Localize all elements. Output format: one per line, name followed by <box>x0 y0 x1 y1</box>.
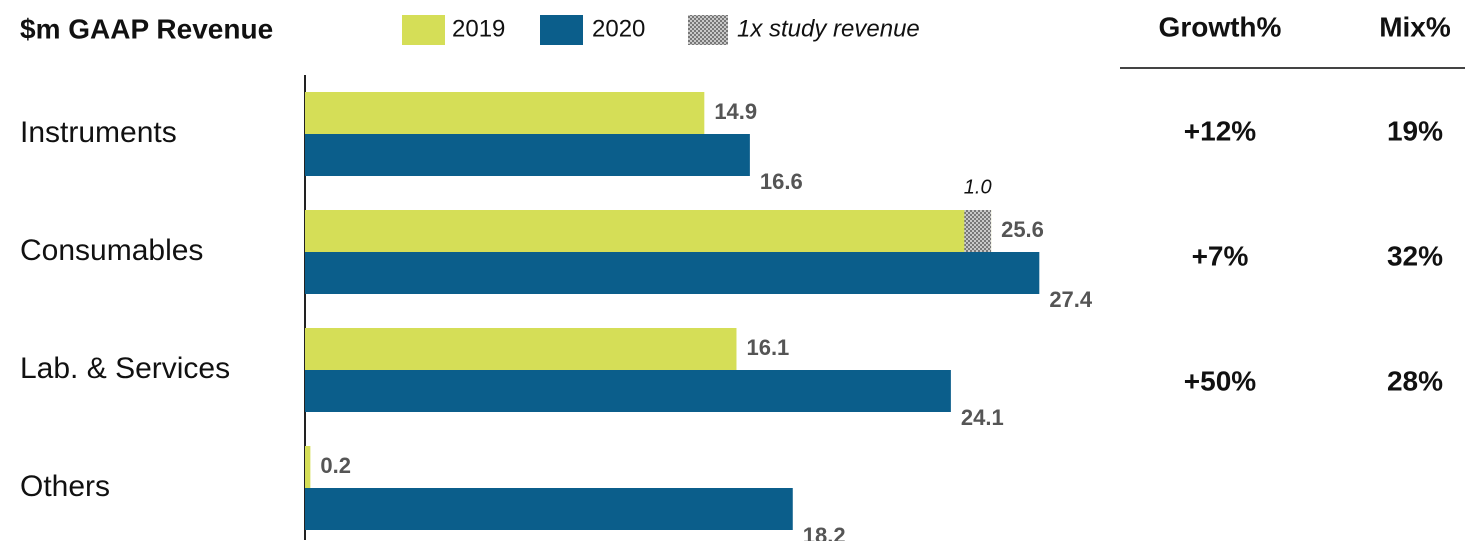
value-label: 14.9 <box>714 99 757 124</box>
bar <box>305 252 1040 294</box>
bar <box>305 446 311 488</box>
legend-label: 2020 <box>592 15 645 42</box>
value-label: 16.1 <box>746 335 789 360</box>
bar-segment <box>964 210 992 252</box>
bar <box>305 134 750 176</box>
value-label: 18.2 <box>803 523 846 541</box>
table-header: Mix% <box>1379 11 1451 42</box>
chart-title: $m GAAP Revenue <box>20 13 273 44</box>
category-label: Consumables <box>20 234 203 267</box>
bar <box>305 210 992 252</box>
bar <box>305 488 793 530</box>
value-label: 25.6 <box>1001 217 1044 242</box>
legend-swatch <box>402 15 445 45</box>
value-label: 27.4 <box>1049 287 1093 312</box>
table-cell: 19% <box>1387 115 1443 146</box>
table-cell: 32% <box>1387 240 1443 271</box>
legend-label: 1x study revenue <box>737 15 920 42</box>
legend-swatch <box>688 15 728 45</box>
table-header: Growth% <box>1159 11 1282 42</box>
category-label: Others <box>20 470 110 503</box>
value-label: 1.0 <box>964 176 992 198</box>
table-cell: +12% <box>1184 115 1256 146</box>
category-label: Instruments <box>20 116 177 149</box>
legend-swatch <box>540 15 583 45</box>
legend-label: 2019 <box>452 15 505 42</box>
table-cell: +50% <box>1184 365 1256 396</box>
table-cell: +7% <box>1192 240 1249 271</box>
value-label: 24.1 <box>961 405 1004 430</box>
value-label: 16.6 <box>760 169 803 194</box>
category-label: Lab. & Services <box>20 352 230 385</box>
bar <box>305 92 705 134</box>
bar <box>305 328 737 370</box>
bar <box>305 370 951 412</box>
value-label: 0.2 <box>320 453 351 478</box>
table-cell: 28% <box>1387 365 1443 396</box>
